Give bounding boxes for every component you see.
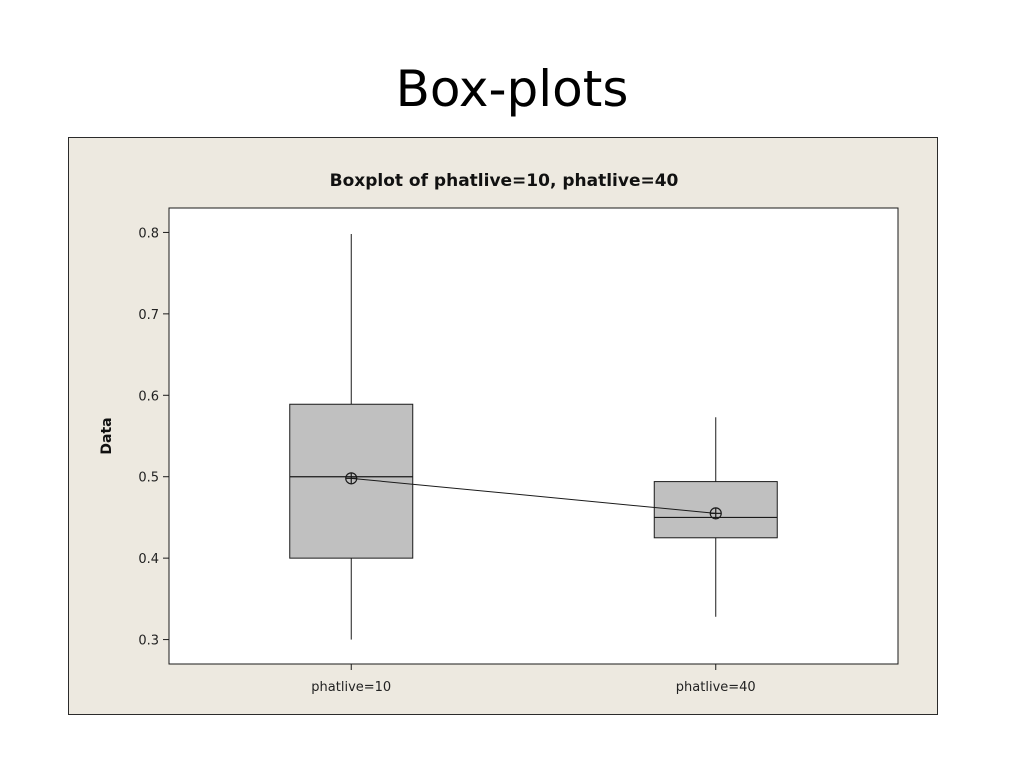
mean-marker xyxy=(345,472,358,485)
means-group xyxy=(345,472,722,520)
y-tick-label: 0.8 xyxy=(138,226,159,241)
mean-marker xyxy=(709,507,722,520)
x-axis: phatlive=10 phatlive=40 xyxy=(311,664,756,695)
boxplot-chart: Boxplot of phatlive=10, phatlive=40 0.30… xyxy=(99,171,899,695)
plot-area xyxy=(168,207,899,665)
chart-title: Boxplot of phatlive=10, phatlive=40 xyxy=(330,171,679,191)
slide-title: Box-plots xyxy=(395,60,629,118)
chart-frame: Boxplot of phatlive=10, phatlive=40 0.3 0… xyxy=(68,137,938,715)
mean-connect-line xyxy=(351,477,716,514)
y-tick-label: 0.4 xyxy=(138,552,159,567)
y-axis: 0.3 0.4 0.5 0.6 0.7 0.8 xyxy=(138,226,169,649)
y-tick-label: 0.7 xyxy=(138,308,159,323)
x-tick-label: phatlive=40 xyxy=(676,680,756,695)
y-axis-label: Data xyxy=(99,417,115,454)
boxes-group xyxy=(289,234,778,640)
y-tick-label: 0.3 xyxy=(138,634,159,649)
y-tick-label: 0.6 xyxy=(138,389,159,404)
y-tick-label: 0.5 xyxy=(138,471,159,486)
x-tick-label: phatlive=10 xyxy=(311,680,391,695)
